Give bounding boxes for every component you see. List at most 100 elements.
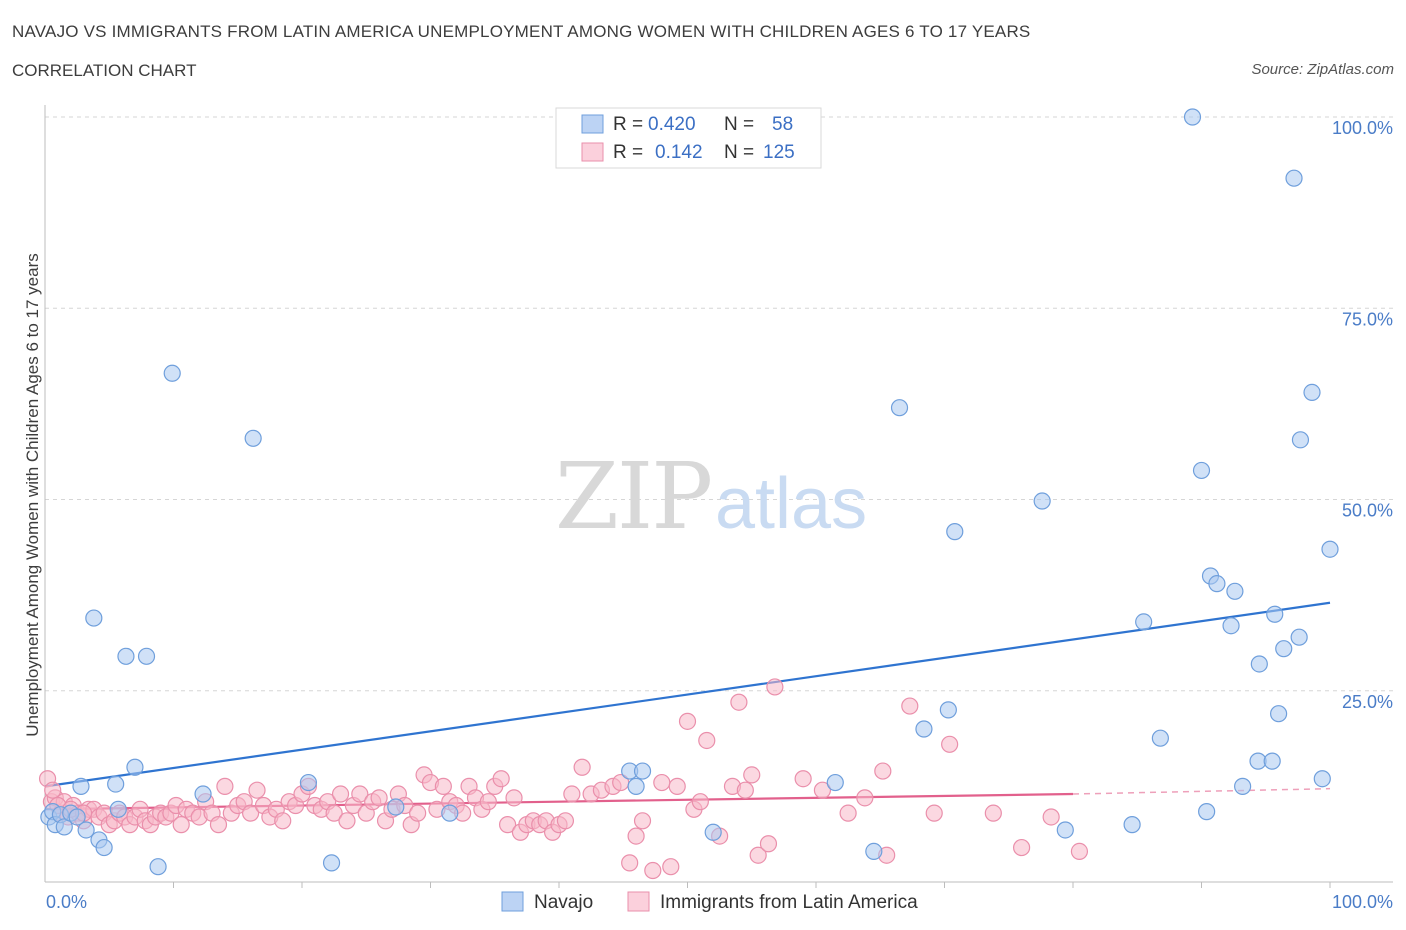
- latin-point: [678, 712, 697, 730]
- x-tick-label: 100.0%: [1332, 892, 1393, 912]
- navajo-point: [1123, 816, 1141, 834]
- stats-legend-r-value-latin: 0.142: [655, 142, 703, 163]
- stats-legend-n-label: N =: [724, 114, 754, 135]
- navajo-point: [1151, 729, 1169, 747]
- latin-point: [209, 816, 228, 834]
- navajo-point: [1183, 108, 1202, 126]
- latin-point: [749, 846, 767, 864]
- navajo-point: [633, 762, 652, 780]
- y-tick-label: 100.0%: [1332, 118, 1393, 138]
- latin-point: [736, 781, 754, 799]
- navajo-point: [1033, 492, 1051, 510]
- y-tick-label: 50.0%: [1342, 501, 1393, 521]
- gridlines: [45, 116, 1393, 692]
- latin-point: [730, 693, 748, 711]
- navajo-point: [441, 804, 459, 822]
- latin-point: [409, 804, 427, 822]
- latin-point: [839, 804, 857, 822]
- latin-point: [1042, 808, 1060, 826]
- navajo-point: [1135, 613, 1153, 631]
- series-legend: Navajo Immigrants from Latin America: [501, 891, 918, 913]
- watermark-atlas: atlas: [715, 464, 867, 544]
- stats-legend-n-value-navajo: 58: [772, 114, 793, 135]
- latin-point: [698, 731, 716, 750]
- latin-point: [1070, 842, 1089, 861]
- navajo-point: [1266, 605, 1284, 623]
- navajo-point: [1313, 770, 1331, 788]
- navajo-point: [1321, 540, 1339, 558]
- latin-point: [901, 697, 919, 715]
- navajo-point: [137, 647, 156, 665]
- latin-point: [644, 861, 662, 880]
- y-tick-label: 25.0%: [1342, 692, 1393, 712]
- latin-point: [941, 735, 959, 753]
- navajo-point: [890, 399, 909, 417]
- latin-point: [479, 793, 497, 811]
- navajo-point: [1290, 628, 1308, 646]
- latin-point: [248, 781, 266, 799]
- stats-legend-swatch-navajo: [581, 114, 604, 134]
- navajo-point: [1250, 655, 1268, 673]
- series-legend-swatch-navajo: [501, 891, 524, 912]
- latin-trend-extension: [1072, 787, 1331, 795]
- latin-point: [633, 812, 652, 830]
- navajo-point: [1269, 705, 1288, 723]
- navajo-point: [126, 758, 144, 776]
- navajo-point: [1192, 461, 1211, 480]
- stats-legend-r-value-navajo: 0.420: [648, 114, 696, 135]
- navajo-point: [915, 720, 933, 738]
- navajo-point: [1056, 821, 1074, 839]
- navajo-point: [704, 823, 722, 841]
- latin-point: [691, 793, 709, 811]
- source-label: Source: ZipAtlas.com: [1251, 61, 1394, 78]
- latin-point: [44, 781, 62, 799]
- latin-point: [662, 858, 680, 876]
- latin-point: [351, 785, 369, 803]
- stats-legend-swatch-latin: [581, 142, 604, 162]
- navajo-point: [163, 364, 181, 382]
- navajo-point: [946, 523, 964, 541]
- series-legend-label-latin: Immigrants from Latin America: [660, 892, 918, 913]
- watermark: ZIP atlas: [555, 443, 867, 550]
- latin-point: [172, 816, 190, 834]
- latin-point: [492, 770, 510, 788]
- latin-point: [573, 758, 591, 776]
- latin-point: [505, 789, 523, 807]
- latin-point: [434, 777, 452, 795]
- navajo-point: [387, 798, 405, 816]
- latin-point: [984, 804, 1002, 822]
- latin-point: [627, 827, 645, 845]
- navajo-point: [68, 808, 86, 826]
- stats-legend-r-label: R =: [613, 114, 643, 135]
- y-axis-title: Unemployment Among Women with Children A…: [23, 253, 42, 737]
- navajo-point: [77, 821, 95, 839]
- series-legend-swatch-latin: [627, 891, 650, 912]
- navajo-point: [1226, 582, 1244, 600]
- latin-point: [794, 770, 812, 788]
- stats-legend-n-value-latin: 125: [763, 142, 795, 163]
- latin-point: [766, 678, 784, 696]
- latin-point: [331, 785, 350, 803]
- latin-point: [874, 762, 892, 780]
- navajo-point: [1234, 777, 1252, 795]
- latin-point: [370, 789, 388, 807]
- navajo-point: [1208, 575, 1226, 593]
- navajo-point: [299, 773, 318, 792]
- navajo-point: [107, 775, 125, 793]
- navajo-point: [1263, 752, 1281, 770]
- navajo-point: [865, 842, 883, 861]
- navajo-point: [149, 858, 167, 876]
- latin-point: [668, 777, 686, 795]
- navajo-point: [1222, 617, 1240, 635]
- data-points: [38, 108, 1339, 880]
- navajo-point: [72, 777, 90, 795]
- x-tick-label: 0.0%: [46, 892, 87, 912]
- latin-point: [556, 812, 575, 830]
- chart-subtitle: CORRELATION CHART: [12, 61, 197, 80]
- navajo-point: [244, 429, 262, 447]
- navajo-point: [55, 818, 73, 836]
- navajo-point: [1275, 640, 1293, 658]
- stats-legend: R = 0.420 N = 58 R = 0.142 N = 125: [555, 107, 822, 169]
- latin-point: [274, 812, 292, 830]
